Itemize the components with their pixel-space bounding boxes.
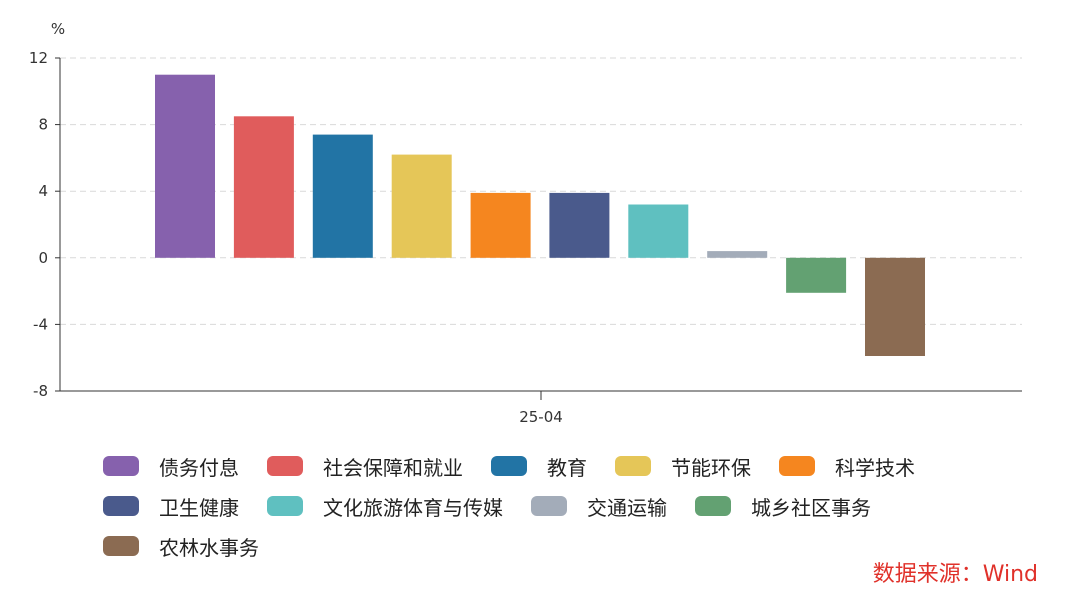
legend-item: 社会保障和就业 <box>267 452 463 481</box>
y-tick-label: -8 <box>33 382 48 400</box>
legend-swatch <box>491 456 527 476</box>
bars <box>155 74 925 356</box>
bar-8 <box>707 251 768 258</box>
legend-label: 卫生健康 <box>159 495 239 520</box>
legend-swatch <box>103 496 139 516</box>
legend-row: 债务付息 社会保障和就业 教育 节能环保 科学技术 <box>103 446 1003 486</box>
legend-item: 卫生健康 <box>103 492 239 521</box>
bar-3 <box>312 134 373 258</box>
legend-label: 文化旅游体育与传媒 <box>323 495 503 520</box>
legend-label: 农林水事务 <box>159 535 259 560</box>
legend-swatch <box>267 456 303 476</box>
y-tick-label: 4 <box>38 182 48 200</box>
legend-swatch <box>779 456 815 476</box>
legend-swatch <box>615 456 651 476</box>
legend-label: 节能环保 <box>671 455 751 480</box>
legend-item: 债务付息 <box>103 452 239 481</box>
bar-7 <box>628 204 689 258</box>
legend-swatch <box>103 456 139 476</box>
legend-item: 节能环保 <box>615 452 751 481</box>
legend-item: 农林水事务 <box>103 532 259 561</box>
gridlines <box>60 57 1022 325</box>
legend-swatch <box>531 496 567 516</box>
legend-item: 城乡社区事务 <box>695 492 871 521</box>
legend-swatch <box>267 496 303 516</box>
legend-label: 教育 <box>547 455 587 480</box>
x-tick-label: 25-04 <box>519 408 563 426</box>
legend-swatch <box>103 536 139 556</box>
legend-label: 社会保障和就业 <box>323 455 463 480</box>
legend-row: 农林水事务 <box>103 526 1003 566</box>
legend-item: 交通运输 <box>531 492 667 521</box>
legend-item: 科学技术 <box>779 452 915 481</box>
y-axis-unit-label: % <box>51 20 65 38</box>
bar-1 <box>155 74 215 258</box>
y-tick-label: 0 <box>38 249 48 267</box>
bar-4 <box>391 154 452 258</box>
bar-10 <box>865 257 925 356</box>
legend-row: 卫生健康 文化旅游体育与传媒 交通运输 城乡社区事务 <box>103 486 1003 526</box>
bar-5 <box>470 192 531 258</box>
y-tick-label: -4 <box>33 315 48 333</box>
y-tick-label: 8 <box>38 116 48 134</box>
bar-9 <box>786 257 847 293</box>
legend-label: 科学技术 <box>835 455 915 480</box>
legend-swatch <box>695 496 731 516</box>
legend-item: 教育 <box>491 452 587 481</box>
axes: % 25-04 <box>51 20 1022 426</box>
legend-item: 文化旅游体育与传媒 <box>267 492 503 521</box>
bar-2 <box>233 116 294 258</box>
legend-label: 交通运输 <box>587 495 667 520</box>
legend-label: 债务付息 <box>159 455 239 480</box>
y-tick-label: 12 <box>29 49 48 67</box>
bar-6 <box>549 192 610 258</box>
y-ticks: 12 8 4 0 -4 -8 <box>29 49 60 400</box>
bar-chart: % 25-04 12 8 4 0 -4 -8 <box>29 20 1022 426</box>
source-note: 数据来源：Wind <box>872 562 1038 587</box>
legend-label: 城乡社区事务 <box>751 495 871 520</box>
legend: 债务付息 社会保障和就业 教育 节能环保 科学技术卫生健康 文化旅游体育与传媒 交通运输 城乡… <box>103 446 1003 566</box>
